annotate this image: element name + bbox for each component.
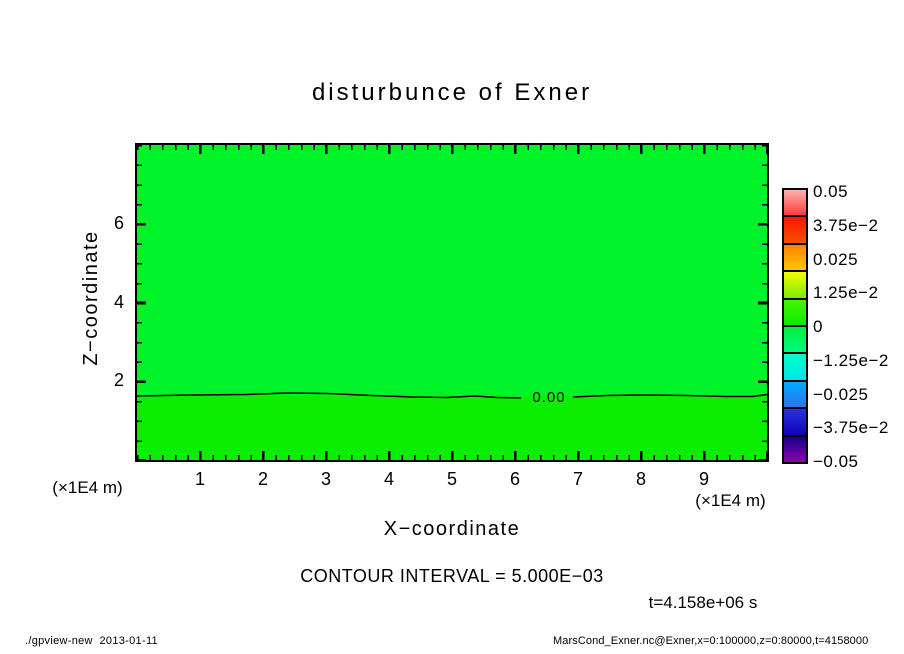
colorbar-tick-label: −0.025: [813, 384, 869, 404]
x-tick-label: 2: [257, 469, 268, 489]
colorbar-tick-label: −1.25e−2: [813, 350, 889, 370]
colorbar-tick-label: 1.25e−2: [813, 283, 879, 303]
x-tick-label: 1: [194, 469, 205, 489]
colorbar-color-block: [784, 381, 806, 410]
y-tick-label: 6: [113, 212, 124, 233]
colorbar-tick-label: −3.75e−2: [813, 418, 889, 438]
footer-data-source-stamp: MarsCond_Exner.nc@Exner,x=0:100000,z=0:8…: [553, 635, 869, 647]
colorbar-blocks: [782, 188, 808, 464]
colorbar-tick-label: 0.025: [813, 249, 859, 269]
y-axis-unit-label: (×1E4 m): [52, 478, 123, 497]
y-tick-labels: 2 4 6: [94, 143, 124, 462]
time-annotation: t=4.158e+06 s: [648, 593, 758, 612]
colorbar-color-block: [784, 436, 806, 463]
x-tick-label: 8: [635, 469, 646, 489]
x-tick-label: 7: [572, 469, 583, 489]
chart-title: disturbunce of Exner: [311, 79, 593, 106]
field-lower-region: [137, 396, 767, 460]
colorbar-color-block: [784, 409, 806, 437]
contour-value-label: 0.00: [532, 389, 566, 406]
footer-program-stamp: ./gpview-new 2013-01-11: [25, 635, 158, 647]
plot-area: 0.00: [135, 143, 769, 462]
colorbar-color-block: [784, 299, 806, 328]
colorbar-color-block: [784, 354, 806, 382]
x-tick-label: 6: [509, 469, 520, 489]
colorbar-color-block: [784, 217, 806, 245]
x-tick-labels: 1 2 3 4 5 6 7 8 9: [135, 469, 769, 491]
colorbar-tick-label: 3.75e−2: [813, 215, 879, 235]
colorbar-color-block: [784, 272, 806, 300]
y-axis-title: Z−coordinate: [80, 230, 102, 366]
zero-contour-line: [137, 392, 767, 399]
contour-interval-text: CONTOUR INTERVAL = 5.000E−03: [300, 566, 604, 586]
x-axis-title: X−coordinate: [383, 518, 521, 540]
colorbar-tick-label: 0.05: [813, 182, 849, 201]
x-axis-unit-label: (×1E4 m): [695, 491, 766, 510]
colorbar-tick-label: 0: [813, 317, 823, 336]
x-tick-label: 9: [698, 469, 709, 489]
y-tick-label: 4: [113, 291, 124, 312]
x-tick-label: 5: [446, 469, 457, 489]
x-tick-label: 4: [383, 469, 394, 489]
x-tick-label: 3: [320, 469, 331, 489]
colorbar-color-block: [784, 190, 806, 218]
colorbar-tick-label: −0.05: [813, 452, 859, 471]
colorbar-color-block: [784, 327, 806, 355]
colorbar-labels: 0.05 3.75e−2 0.025 1.25e−2 0 −1.25e−2 −0.025 −3…: [813, 182, 903, 471]
colorbar-color-block: [784, 244, 806, 273]
y-tick-label: 2: [113, 370, 124, 391]
